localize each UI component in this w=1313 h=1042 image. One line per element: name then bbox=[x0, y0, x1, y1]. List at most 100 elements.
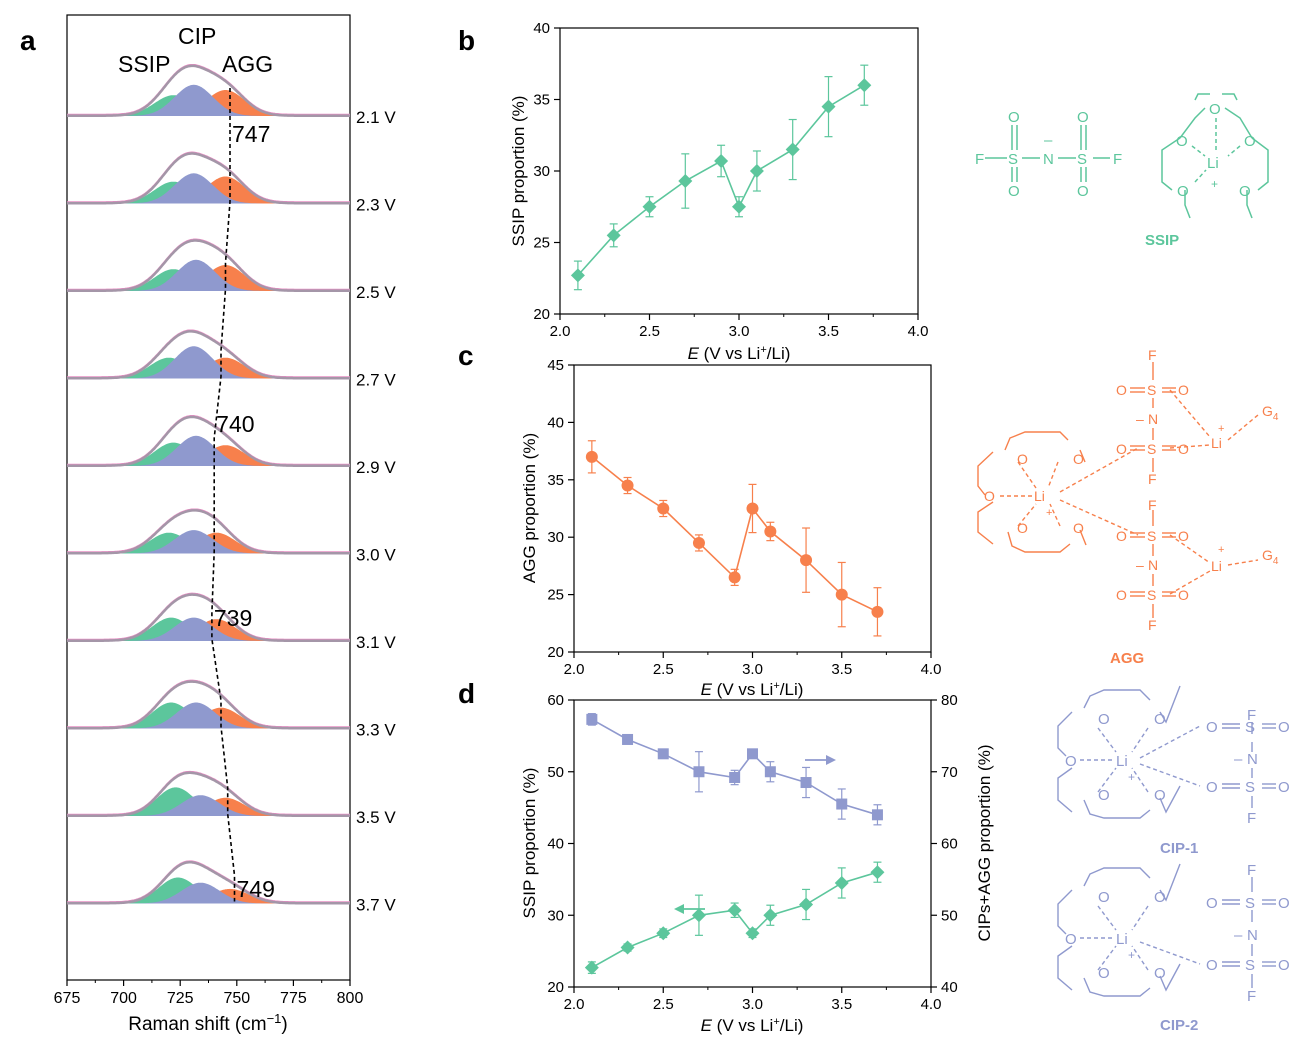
data-point-agg bbox=[764, 525, 777, 538]
y-right-tick-label-4: 80 bbox=[941, 692, 958, 709]
voltage-label-6: 3.1 V bbox=[356, 633, 396, 652]
legend-cip: CIP bbox=[178, 23, 216, 49]
x-tick-label-1: 2.5 bbox=[653, 661, 674, 678]
atom-f: F bbox=[1148, 471, 1157, 487]
atom-o: O bbox=[1176, 133, 1188, 150]
atom-n: N bbox=[1148, 557, 1158, 573]
peak-position-label-3: 749 bbox=[237, 876, 275, 902]
atom-o: O bbox=[1209, 101, 1221, 118]
atom-o: O bbox=[1017, 520, 1028, 536]
atom-li: Li bbox=[1116, 753, 1128, 770]
atom-s: S bbox=[1147, 382, 1156, 398]
data-point-ssip bbox=[749, 164, 764, 178]
data-point-ssip bbox=[857, 78, 872, 93]
atom-o: O bbox=[1065, 931, 1077, 948]
data-point-cips+agg bbox=[586, 713, 598, 725]
atom-o: O bbox=[1154, 711, 1166, 728]
data-point-ssip bbox=[570, 268, 585, 283]
atom-o: O bbox=[1278, 895, 1290, 912]
caption-cip-2: CIP-2 bbox=[1160, 1017, 1198, 1034]
atom-o: O bbox=[1116, 441, 1127, 457]
data-point-cips+agg bbox=[871, 809, 883, 821]
atom-f: F bbox=[975, 151, 984, 168]
peak-cip-3 bbox=[67, 346, 350, 379]
atom-s: S bbox=[1245, 719, 1255, 736]
atom-n: N bbox=[1043, 151, 1054, 168]
y-tick-label-0: 20 bbox=[547, 979, 564, 996]
voltage-label-4: 2.9 V bbox=[356, 458, 396, 477]
atom-o: O bbox=[1178, 528, 1189, 544]
peak-cip-7 bbox=[67, 702, 350, 729]
atom-s: S bbox=[1147, 587, 1156, 603]
atom-n: N bbox=[1148, 411, 1158, 427]
atom-s: S bbox=[1245, 895, 1255, 912]
atom-o: O bbox=[1244, 133, 1256, 150]
x-tick-label-4: 4.0 bbox=[921, 661, 942, 678]
x-tick-label-3: 3.5 bbox=[818, 323, 839, 340]
x-tick-label-1: 700 bbox=[110, 990, 137, 1007]
data-point-ssip bbox=[584, 960, 599, 975]
y-right-tick-label-0: 40 bbox=[941, 979, 958, 996]
x-tick-label-2: 3.0 bbox=[742, 996, 763, 1013]
data-point-cips+agg bbox=[657, 748, 669, 760]
x-tick-label-0: 2.0 bbox=[550, 323, 571, 340]
y-tick-label-4: 60 bbox=[547, 692, 564, 709]
data-point-ssip bbox=[678, 174, 693, 189]
atom-o: O bbox=[1239, 183, 1251, 200]
voltage-label-3: 2.7 V bbox=[356, 371, 396, 390]
spectrum-line-1 bbox=[67, 152, 350, 205]
atom-f: F bbox=[1247, 988, 1256, 1005]
x-tick-label-2: 725 bbox=[167, 990, 194, 1007]
charge-plus: + bbox=[1046, 507, 1052, 519]
y-tick-label-1: 25 bbox=[533, 235, 550, 252]
data-point-cips+agg bbox=[800, 777, 812, 789]
charge-minus: – bbox=[1136, 557, 1144, 573]
spectrum-line-9 bbox=[67, 861, 350, 905]
data-point-agg bbox=[657, 502, 670, 515]
peak-cip-6 bbox=[67, 617, 350, 641]
atom-o: O bbox=[1178, 587, 1189, 603]
atom-o: O bbox=[1073, 451, 1084, 467]
atom-o: O bbox=[1154, 889, 1166, 906]
atom-o: O bbox=[1098, 965, 1110, 982]
x-tick-label-4: 775 bbox=[280, 990, 307, 1007]
panel-a-frame bbox=[66, 14, 351, 981]
atom-s: S bbox=[1077, 151, 1087, 168]
voltage-label-1: 2.3 V bbox=[356, 196, 396, 215]
panel-label-b: b bbox=[458, 25, 475, 56]
atom-s: S bbox=[1245, 779, 1255, 796]
voltage-label-8: 3.5 V bbox=[356, 808, 396, 827]
atom-o: O bbox=[1178, 441, 1189, 457]
x-tick-label-2: 3.0 bbox=[729, 323, 750, 340]
data-point-ssip bbox=[785, 142, 800, 157]
atom-o: O bbox=[1065, 753, 1077, 770]
y-tick-label-4: 40 bbox=[533, 20, 550, 37]
data-point-ssip bbox=[620, 940, 635, 955]
y-right-tick-label-2: 60 bbox=[941, 836, 958, 853]
atom-o: O bbox=[1098, 889, 1110, 906]
voltage-label-5: 3.0 V bbox=[356, 546, 396, 565]
series-line-ssip bbox=[577, 84, 865, 276]
charge-minus: – bbox=[1136, 411, 1144, 427]
panel-a-xlabel: Raman shift (cm−1) bbox=[128, 1011, 287, 1035]
charge-plus: + bbox=[1128, 948, 1135, 962]
atom-n: N bbox=[1247, 927, 1258, 944]
charge-plus: + bbox=[1128, 770, 1135, 784]
peak-cip-4 bbox=[67, 435, 350, 466]
agg-peak-guide-line bbox=[211, 88, 236, 902]
series-line-cips+agg bbox=[591, 718, 878, 816]
y-tick-label-3: 50 bbox=[547, 764, 564, 781]
atom-f: F bbox=[1148, 347, 1157, 363]
charge-minus: – bbox=[1234, 927, 1243, 944]
data-point-cips+agg bbox=[747, 748, 758, 760]
data-point-agg bbox=[871, 605, 884, 618]
data-point-ssip bbox=[870, 865, 885, 880]
data-point-ssip bbox=[799, 897, 814, 912]
x-tick-label-3: 750 bbox=[223, 990, 250, 1007]
data-point-agg bbox=[800, 554, 813, 567]
atom-o: O bbox=[1098, 711, 1110, 728]
y-tick-label-5: 45 bbox=[547, 357, 564, 374]
atom-f: F bbox=[1247, 707, 1256, 724]
spectrum-line-4 bbox=[67, 415, 350, 467]
